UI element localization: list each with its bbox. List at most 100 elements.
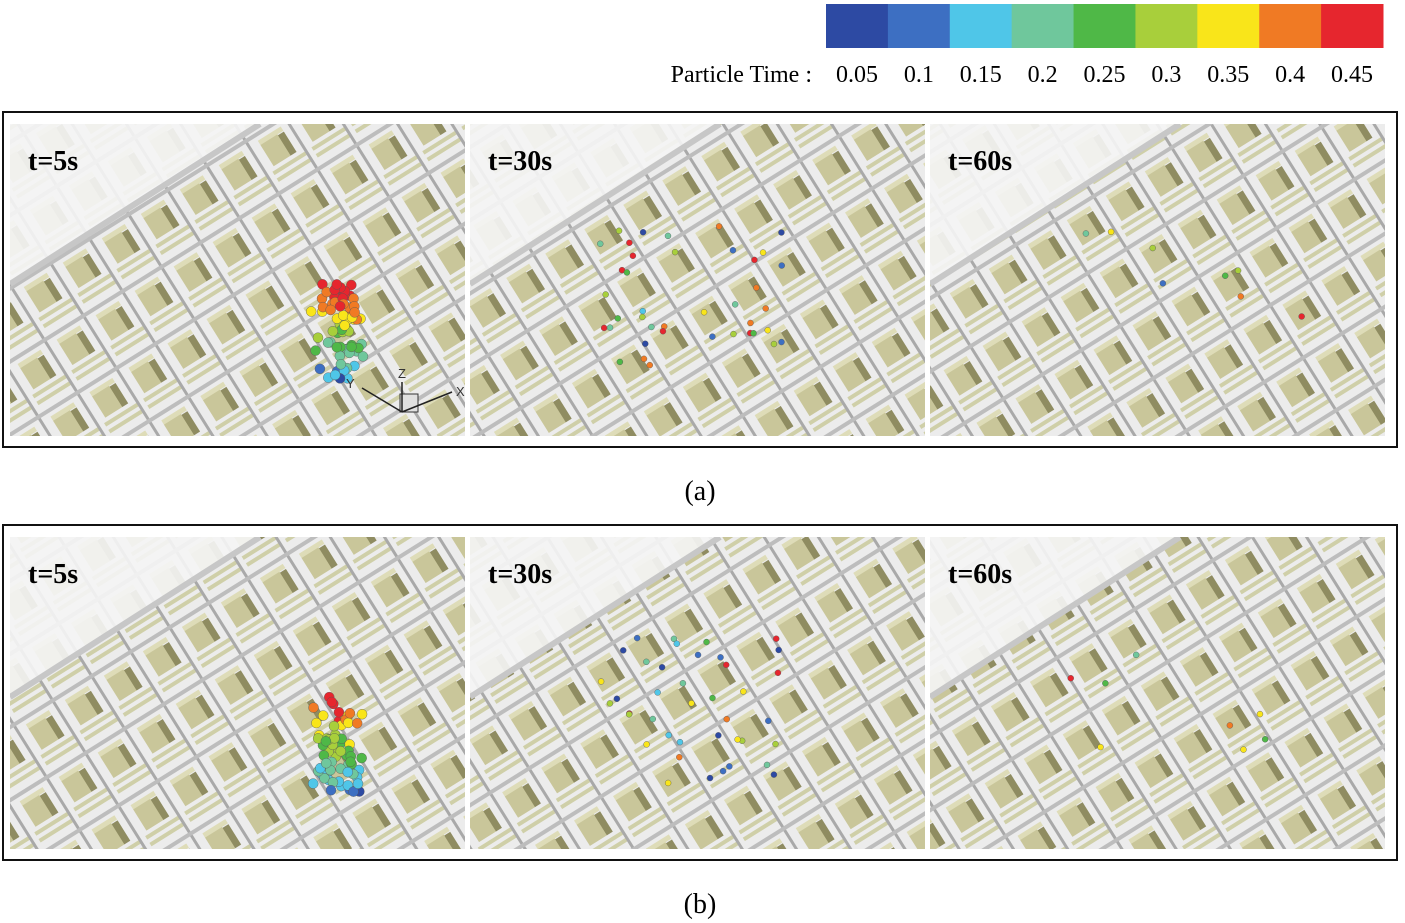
particle (671, 248, 679, 256)
frame-image (10, 537, 465, 849)
particle (703, 638, 710, 646)
particle (602, 291, 609, 298)
triad-axis (361, 387, 403, 413)
particle (606, 700, 614, 707)
particle (348, 786, 359, 797)
particle (633, 634, 641, 642)
particle (1067, 675, 1074, 682)
particle (723, 661, 730, 669)
particle (688, 700, 695, 707)
frame-label: t=30s (488, 559, 552, 590)
particle (1256, 710, 1264, 718)
particle (706, 774, 714, 782)
particle (775, 646, 782, 654)
particle (770, 340, 778, 348)
particle (346, 279, 357, 291)
particle (778, 338, 785, 346)
particle (614, 315, 621, 322)
particle (344, 708, 356, 719)
particle (643, 658, 650, 666)
frame-label: t=60s (948, 559, 1012, 590)
particle (731, 301, 739, 308)
particle (1132, 651, 1140, 659)
colorbar-segment (1259, 4, 1322, 48)
particle (333, 707, 345, 718)
colorbar-segment (1135, 4, 1198, 48)
particle (606, 324, 614, 331)
particle (1298, 313, 1305, 320)
particle (328, 720, 340, 732)
wall-edge (470, 124, 722, 287)
colorbar-segment (1073, 4, 1136, 48)
particle (654, 689, 661, 696)
frame-label: t=5s (28, 559, 78, 590)
particle (616, 358, 624, 366)
particle (321, 758, 332, 769)
particle (305, 306, 317, 317)
particle (1102, 680, 1109, 687)
particle (670, 635, 678, 643)
particle (679, 680, 687, 687)
particle (314, 363, 326, 375)
wall-edge (470, 537, 722, 700)
particle (723, 715, 730, 723)
colorbar-segment (887, 4, 951, 48)
particle (709, 694, 716, 702)
particle (335, 359, 347, 370)
colorbar-tick-label: 0.35 (1207, 62, 1249, 88)
particle (623, 269, 631, 276)
particle (318, 710, 329, 721)
particle (715, 732, 722, 739)
particle (1226, 722, 1234, 729)
axis-letter: X (456, 384, 465, 399)
particle (734, 736, 741, 743)
particle (1159, 280, 1167, 287)
particle (730, 330, 737, 338)
particle (597, 240, 604, 247)
particle (759, 249, 767, 256)
particle (325, 304, 336, 316)
particle (763, 761, 771, 769)
particle (335, 746, 346, 757)
particle (726, 763, 733, 770)
particle (597, 678, 605, 685)
particle (339, 320, 350, 331)
frame-image (470, 124, 925, 436)
panel-caption: (a) (684, 476, 715, 507)
particle (308, 702, 319, 713)
colorbar-tick-label: 0.05 (836, 62, 878, 88)
particle (613, 695, 621, 703)
particle (639, 313, 646, 321)
particle (773, 635, 780, 642)
panel-border (2, 524, 1398, 861)
particle (342, 766, 353, 778)
axis-letter: Z (398, 366, 406, 381)
particle (600, 324, 608, 332)
particle (715, 223, 723, 230)
triad-axis (401, 391, 453, 413)
panel-caption: (b) (684, 889, 717, 920)
particle (778, 262, 785, 269)
colorbar-tick-label: 0.2 (1028, 62, 1058, 88)
particle (310, 345, 321, 356)
frame-image (10, 124, 465, 436)
colorbar-segment (1197, 4, 1260, 48)
particle (719, 767, 727, 775)
particle (346, 341, 357, 353)
particle (753, 284, 760, 291)
colorbar-tick-label: 0.3 (1151, 62, 1181, 88)
colorbar-segment (826, 4, 889, 48)
particle (1237, 293, 1244, 300)
frame-label: t=30s (488, 146, 552, 177)
particle (352, 778, 364, 789)
particle (326, 696, 337, 708)
particle (626, 239, 633, 246)
particle (772, 740, 779, 748)
particle (750, 330, 757, 337)
particle (319, 773, 330, 784)
particle (700, 309, 708, 316)
particle (331, 341, 343, 353)
particle (747, 319, 754, 327)
frame-image (930, 124, 1385, 436)
